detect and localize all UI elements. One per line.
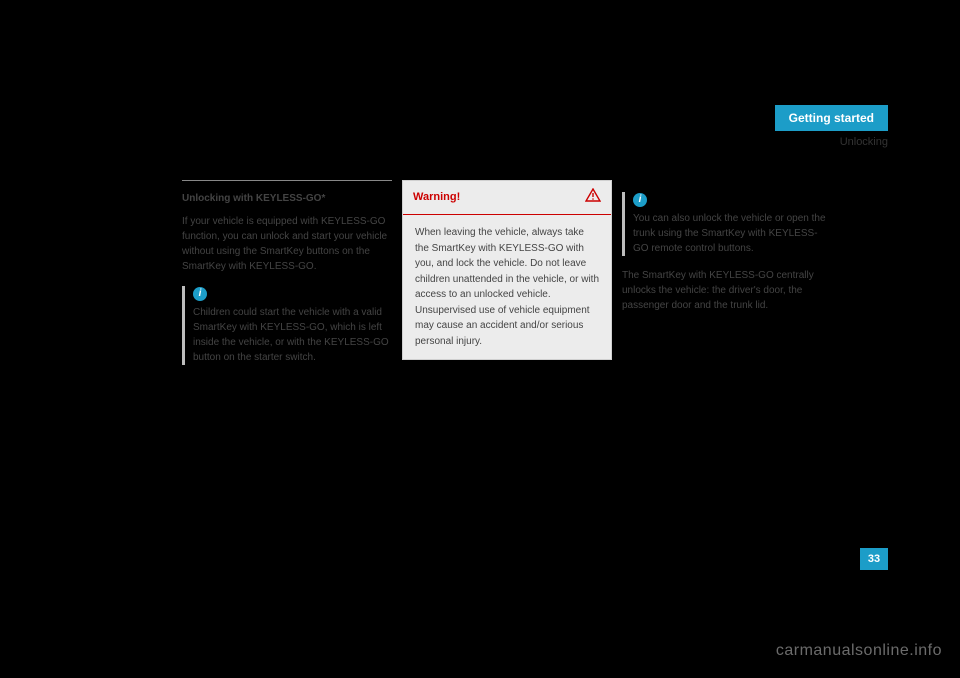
section-banner: Getting started xyxy=(775,105,888,131)
section-subtitle: Unlocking xyxy=(840,136,888,148)
column-2: Warning! When leaving the vehicle, alway… xyxy=(402,180,612,360)
info-block: i You can also unlock the vehicle or ope… xyxy=(622,192,832,256)
info-icon: i xyxy=(633,193,647,207)
info-icon: i xyxy=(193,287,207,301)
divider xyxy=(182,180,392,181)
section-title: Getting started xyxy=(789,111,874,125)
body-text: If your vehicle is equipped with KEYLESS… xyxy=(182,214,392,274)
subheading: Unlocking with KEYLESS-GO* xyxy=(182,191,392,206)
info-text: You can also unlock the vehicle or open … xyxy=(633,211,832,256)
warning-header: Warning! xyxy=(403,181,611,215)
info-text: Children could start the vehicle with a … xyxy=(193,305,392,365)
column-1: Unlocking with KEYLESS-GO* If your vehic… xyxy=(182,180,392,365)
warning-box: Warning! When leaving the vehicle, alway… xyxy=(402,180,612,360)
column-3: i You can also unlock the vehicle or ope… xyxy=(622,180,832,313)
warning-body: When leaving the vehicle, always take th… xyxy=(403,215,611,359)
info-block: i Children could start the vehicle with … xyxy=(182,286,392,365)
page-number-value: 33 xyxy=(868,553,880,565)
page-number: 33 xyxy=(860,548,888,570)
warning-title: Warning! xyxy=(413,189,460,206)
manual-page: Getting started Unlocking Unlocking with… xyxy=(72,60,888,600)
body-text: The SmartKey with KEYLESS-GO centrally u… xyxy=(622,268,832,313)
warning-icon xyxy=(585,187,601,208)
watermark: carmanualsonline.info xyxy=(776,642,942,660)
